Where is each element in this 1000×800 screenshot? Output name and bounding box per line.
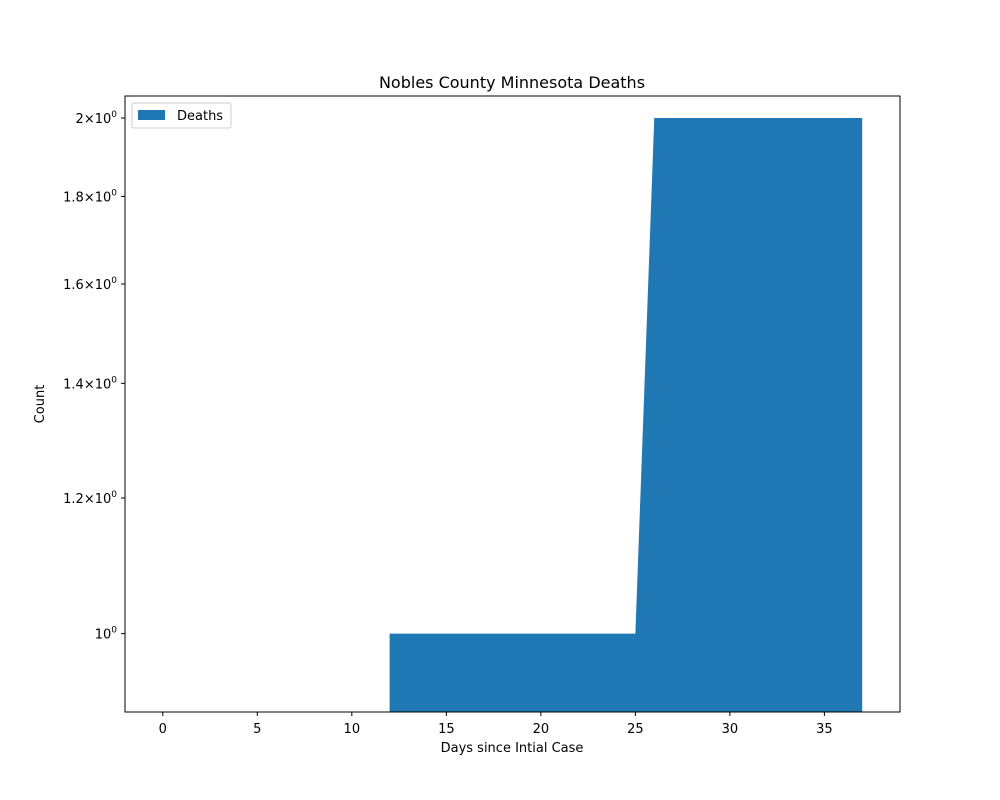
series-area-deaths [389,117,863,713]
x-tick-label: 5 [253,722,261,737]
x-tick-label: 25 [627,722,644,737]
legend: Deaths [131,102,232,129]
x-tick-label: 0 [159,722,167,737]
x-tick-label: 30 [722,722,739,737]
chart-title: Nobles County Minnesota Deaths [379,73,645,92]
y-tick-label: 2×100 [76,110,118,127]
x-tick-label: 20 [533,722,550,737]
x-axis-ticks: 0 5 10 15 20 25 30 35 [159,712,833,737]
x-axis-label: Days since Intial Case [441,741,584,756]
x-tick-label: 10 [344,722,361,737]
y-tick-label: 1.6×100 [63,276,117,293]
y-tick-label: 1.8×100 [63,188,117,205]
legend-label-deaths: Deaths [177,109,223,124]
y-tick-label: 1.2×100 [63,490,117,507]
y-axis-label: Count [33,385,48,424]
x-tick-label: 15 [438,722,455,737]
y-tick-label: 1.4×100 [63,375,117,392]
plot-area [124,95,901,713]
legend-swatch-deaths [138,110,165,120]
x-tick-label: 35 [816,722,833,737]
y-axis-ticks: 100 1.2×100 1.4×100 1.6×100 1.8×100 2×100 [63,110,125,643]
plot-frame [124,95,901,713]
legend-box [131,102,232,129]
y-tick-label: 100 [95,626,118,643]
